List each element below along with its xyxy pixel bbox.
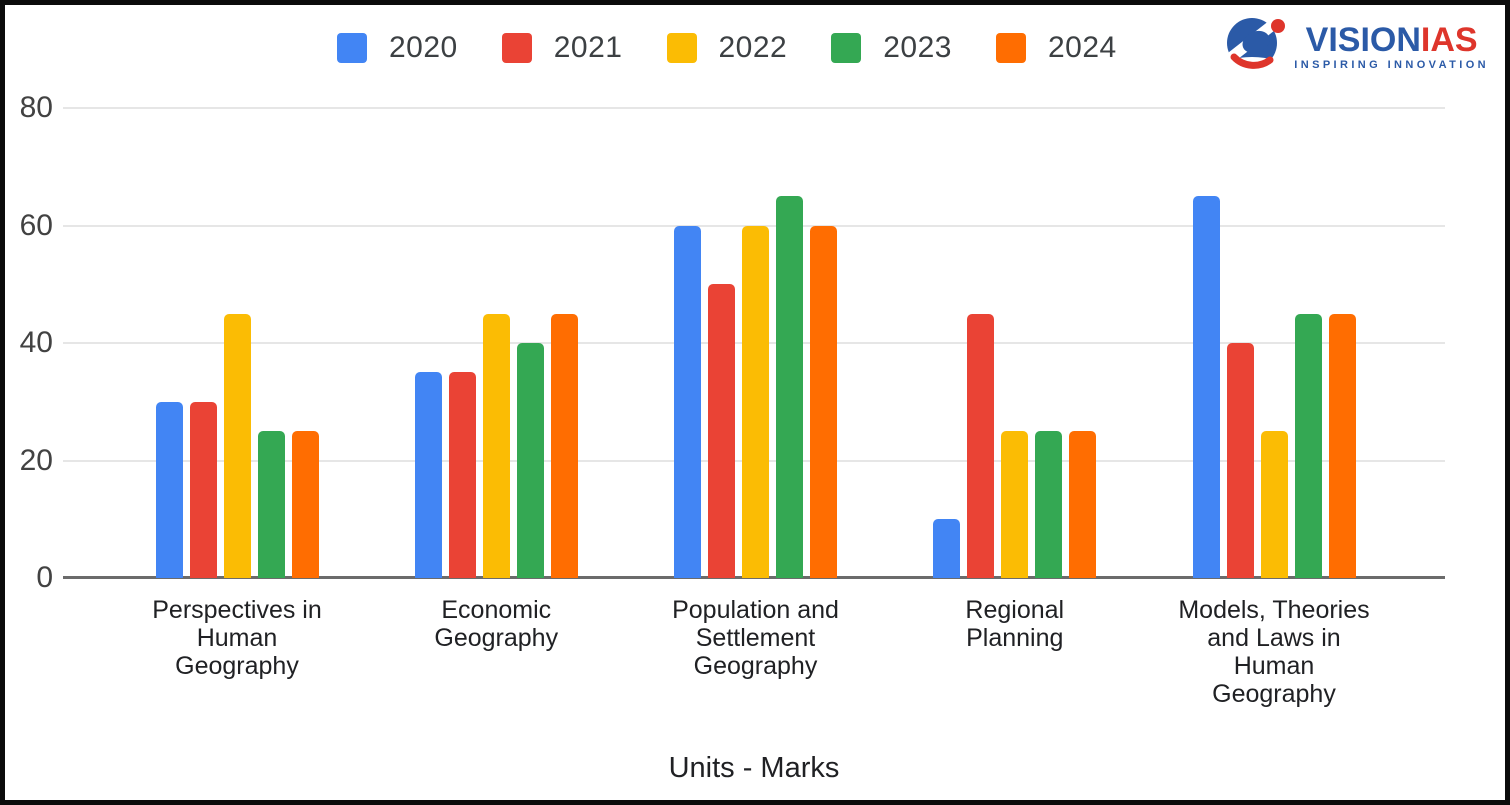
legend-item-2024: 2024 xyxy=(996,31,1117,65)
bar-2021 xyxy=(448,372,476,578)
bar-2020 xyxy=(674,225,701,578)
legend-label: 2020 xyxy=(389,31,458,64)
bar-2020 xyxy=(414,372,442,578)
bar-2022 xyxy=(482,313,510,578)
visionias-tagline: INSPIRING INNOVATION xyxy=(1294,58,1489,71)
bar-2021 xyxy=(967,313,995,578)
y-tick-label: 20 xyxy=(19,443,53,477)
bar-2022 xyxy=(1260,431,1288,578)
category-label: Economic Geography xyxy=(434,596,559,652)
bar-2023 xyxy=(1035,431,1063,578)
bar-2020 xyxy=(1192,196,1220,578)
category-label: Population and Settlement Geography xyxy=(672,596,839,680)
legend-swatch-2020 xyxy=(337,33,367,63)
legend-swatch-2024 xyxy=(996,33,1026,63)
y-tick-label: 40 xyxy=(19,326,53,359)
visionias-wordmark-ias: IAS xyxy=(1420,20,1478,59)
legend-label: 2024 xyxy=(1048,31,1117,64)
bar-2024 xyxy=(810,225,837,578)
bar-2020 xyxy=(155,401,183,578)
legend-item-2020: 2020 xyxy=(337,31,458,65)
category-label: Models, Theories and Laws in Human Geogr… xyxy=(1178,596,1370,708)
bar-2022 xyxy=(1001,431,1029,578)
bar-2024 xyxy=(550,313,578,578)
legend-item-2023: 2023 xyxy=(831,31,952,65)
legend-label: 2022 xyxy=(718,31,788,64)
y-tick-label: 0 xyxy=(36,561,53,594)
category-label: Regional Planning xyxy=(965,596,1065,652)
legend-item-2022: 2022 xyxy=(666,31,788,65)
legend-swatch-2022 xyxy=(666,33,697,63)
y-tick-label: 80 xyxy=(19,91,53,124)
bar-2024 xyxy=(1328,313,1356,578)
visionias-wordmark-vision: VISION xyxy=(1305,20,1421,59)
bar-2023 xyxy=(516,343,544,578)
bar-2021 xyxy=(189,401,217,578)
visionias-wordmark: VISIONIAS xyxy=(1306,23,1478,57)
x-axis-title: Units - Marks xyxy=(668,752,840,784)
legend-swatch-2021 xyxy=(501,33,532,63)
visionias-logo-text: VISIONIAS INSPIRING INNOVATION xyxy=(1294,23,1489,71)
gridline xyxy=(63,107,1445,109)
bar-2021 xyxy=(1226,343,1254,578)
bar-2024 xyxy=(1069,431,1097,578)
bar-2020 xyxy=(933,519,961,578)
bar-2024 xyxy=(291,431,319,578)
legend-swatch-2023 xyxy=(831,33,862,63)
bar-2023 xyxy=(776,196,803,578)
y-tick-label: 60 xyxy=(19,208,53,242)
bar-2023 xyxy=(257,431,285,578)
category-label: Perspectives in Human Geography xyxy=(152,596,322,680)
visionias-logo: VISIONIAS INSPIRING INNOVATION xyxy=(1215,13,1489,79)
chart-legend: 2020 2021 2022 2023 2024 xyxy=(337,29,1117,67)
plot-area: Units - Marks 0 20 40 60 80 Perspectives in H… xyxy=(20,91,1445,784)
visionias-logo-icon xyxy=(1215,13,1287,79)
legend-label: 2023 xyxy=(883,31,952,64)
legend-item-2021: 2021 xyxy=(501,31,623,65)
bar-2021 xyxy=(708,284,735,578)
bar-2022 xyxy=(223,313,251,578)
bar-2023 xyxy=(1294,313,1322,578)
legend-label: 2021 xyxy=(553,31,623,64)
bar-2022 xyxy=(742,225,769,578)
